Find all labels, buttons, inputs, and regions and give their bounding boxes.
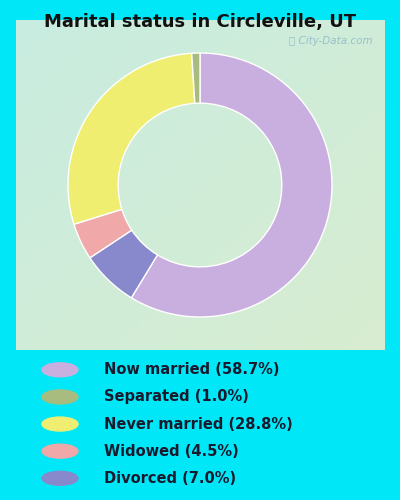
- Circle shape: [42, 472, 78, 486]
- Wedge shape: [90, 230, 158, 298]
- Circle shape: [42, 363, 78, 377]
- Text: Widowed (4.5%): Widowed (4.5%): [104, 444, 239, 458]
- Wedge shape: [131, 53, 332, 317]
- Circle shape: [42, 417, 78, 431]
- Text: Divorced (7.0%): Divorced (7.0%): [104, 471, 236, 486]
- Circle shape: [42, 390, 78, 404]
- Wedge shape: [68, 54, 195, 224]
- Text: Now married (58.7%): Now married (58.7%): [104, 362, 280, 378]
- Wedge shape: [192, 53, 200, 104]
- Text: Marital status in Circleville, UT: Marital status in Circleville, UT: [44, 12, 356, 30]
- Text: ⓘ City-Data.com: ⓘ City-Data.com: [289, 36, 373, 46]
- Text: Separated (1.0%): Separated (1.0%): [104, 390, 249, 404]
- Circle shape: [42, 444, 78, 458]
- Text: Never married (28.8%): Never married (28.8%): [104, 416, 293, 432]
- Wedge shape: [74, 210, 132, 258]
